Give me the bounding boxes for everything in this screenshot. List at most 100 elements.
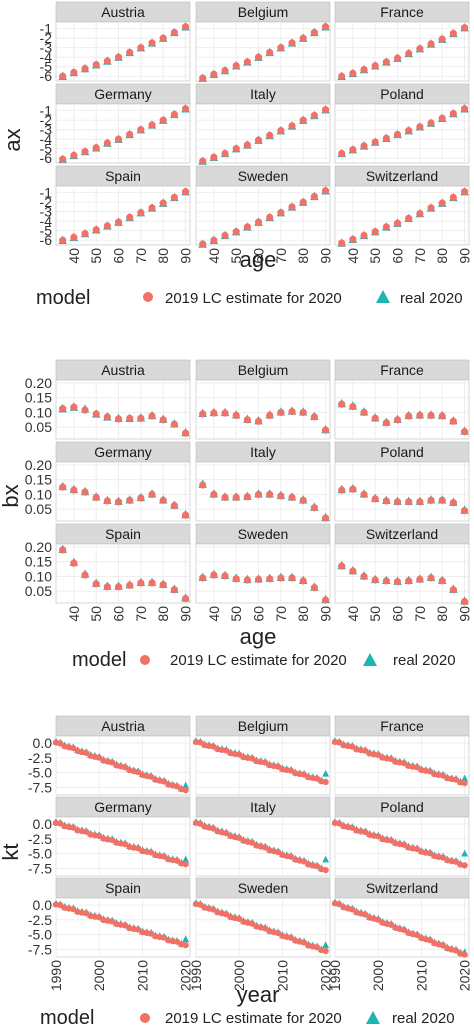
facet-strip-label: Italy: [250, 86, 276, 102]
lc-estimate-point: [382, 497, 390, 505]
x-tick-label: 70: [273, 606, 289, 622]
lc-estimate-point: [277, 209, 285, 217]
ax-y-axis-title: ax: [0, 128, 25, 151]
lc-estimate-point: [288, 122, 296, 130]
lc-estimate-point: [181, 23, 190, 31]
y-tick-label: -3: [40, 40, 53, 56]
legend-title: model: [72, 649, 126, 671]
lc-estimate-point: [221, 572, 229, 580]
facet-strip-label: Germany: [94, 86, 152, 102]
x-tick-label: 50: [228, 606, 244, 622]
y-tick-label: -2: [40, 30, 53, 46]
lc-estimate-point: [126, 496, 134, 504]
x-tick-label: 60: [390, 248, 406, 264]
lc-estimate-point: [243, 576, 251, 584]
plot-area: [195, 379, 331, 440]
lc-estimate-point: [416, 45, 424, 53]
facet-strip-label: Spain: [105, 526, 141, 542]
lc-estimate-point: [159, 496, 167, 504]
lc-estimate-point: [449, 417, 457, 425]
kt-legend: model 2019 LC estimate for 2020 real 202…: [40, 1007, 455, 1029]
lc-estimate-point: [338, 562, 346, 570]
lc-estimate-point: [310, 28, 318, 37]
facet-strip-label: France: [380, 718, 424, 734]
y-tick-label: 0.20: [25, 375, 52, 391]
y-tick-label: -7.5: [28, 941, 52, 957]
lc-estimate-point: [232, 575, 240, 583]
lc-estimate-point: [137, 209, 145, 217]
lc-estimate-point: [81, 406, 89, 414]
legend-real-marker: [366, 1011, 380, 1024]
facet-panel: Switzerland 1990 2000 2010 2020: [327, 877, 473, 991]
lc-estimate-point: [371, 62, 379, 70]
bx-y-axis-title: bx: [0, 484, 23, 507]
facet-strip-label: Poland: [380, 86, 424, 102]
lc-estimate-point: [159, 34, 167, 42]
facet-panel: Belgium: [195, 1, 331, 82]
facet-panel: France: [334, 1, 470, 82]
x-tick-label: 50: [367, 606, 383, 622]
facet-strip-label: Poland: [380, 444, 424, 460]
x-tick-label: 70: [133, 606, 149, 622]
lc-estimate-point: [405, 412, 413, 420]
plot-area: [55, 461, 191, 522]
x-tick-label: 90: [178, 606, 194, 622]
lc-estimate-point: [126, 130, 134, 139]
legend-real-label: real 2020: [400, 290, 463, 307]
lc-estimate-point: [371, 414, 379, 422]
facet-strip-label: Germany: [94, 799, 152, 815]
lc-estimate-point: [59, 236, 67, 244]
lc-estimate-point: [401, 926, 408, 934]
plot-area: [55, 185, 191, 246]
lc-estimate-point: [232, 145, 240, 153]
x-tick-label: 70: [412, 248, 428, 264]
facet-panel: Italy: [195, 441, 331, 522]
y-tick-label: -1: [40, 103, 53, 119]
lc-estimate-point: [439, 942, 447, 949]
lc-estimate-point: [181, 105, 190, 113]
lc-estimate-point: [199, 74, 207, 82]
y-tick-label: 0.0: [33, 735, 53, 751]
plot-area: [55, 816, 191, 877]
lc-estimate-point: [288, 203, 296, 211]
x-tick-label: 2010: [274, 960, 290, 991]
lc-estimate-point: [210, 409, 218, 417]
y-tick-label: -6: [40, 68, 53, 84]
lc-estimate-point: [199, 481, 207, 489]
lc-estimate-point: [81, 488, 89, 496]
x-tick-label: 40: [345, 248, 361, 264]
plot-area: [195, 543, 331, 604]
lc-estimate-point: [360, 231, 368, 240]
lc-estimate-point: [266, 131, 274, 140]
lc-estimate-point: [338, 239, 346, 247]
y-tick-label: -2: [40, 194, 53, 210]
lc-estimate-point: [299, 496, 307, 504]
y-tick-label: -4: [40, 213, 53, 229]
lc-estimate-point: [360, 490, 368, 499]
lc-estimate-point: [254, 490, 263, 499]
facet-panel: Belgium: [195, 359, 331, 440]
lc-estimate-point: [148, 579, 156, 587]
lc-estimate-point: [103, 57, 111, 65]
real-2020-point: [182, 855, 190, 863]
lc-estimate-point: [137, 44, 145, 52]
facet-strip-label: Switzerland: [366, 880, 438, 896]
x-tick-label: 40: [206, 248, 222, 264]
y-tick-label: -1: [40, 21, 53, 37]
y-tick-label: -7.5: [28, 779, 52, 795]
lc-estimate-point: [371, 138, 379, 146]
lc-estimate-point: [232, 228, 240, 236]
lc-estimate-point: [137, 414, 145, 422]
lc-estimate-point: [114, 135, 123, 143]
lc-estimate-point: [360, 408, 368, 417]
x-tick-label: 2000: [231, 960, 247, 991]
lc-estimate-point: [414, 932, 421, 939]
lc-estimate-point: [349, 146, 357, 154]
plot-area: [55, 543, 191, 604]
lc-estimate-point: [338, 72, 346, 80]
facet-panel: Germany 0.050.100.150.20: [25, 441, 191, 522]
lc-estimate-point: [388, 921, 395, 928]
x-tick-label: 60: [390, 606, 406, 622]
lc-estimate-point: [210, 153, 218, 161]
y-tick-label: -2.5: [28, 831, 52, 847]
